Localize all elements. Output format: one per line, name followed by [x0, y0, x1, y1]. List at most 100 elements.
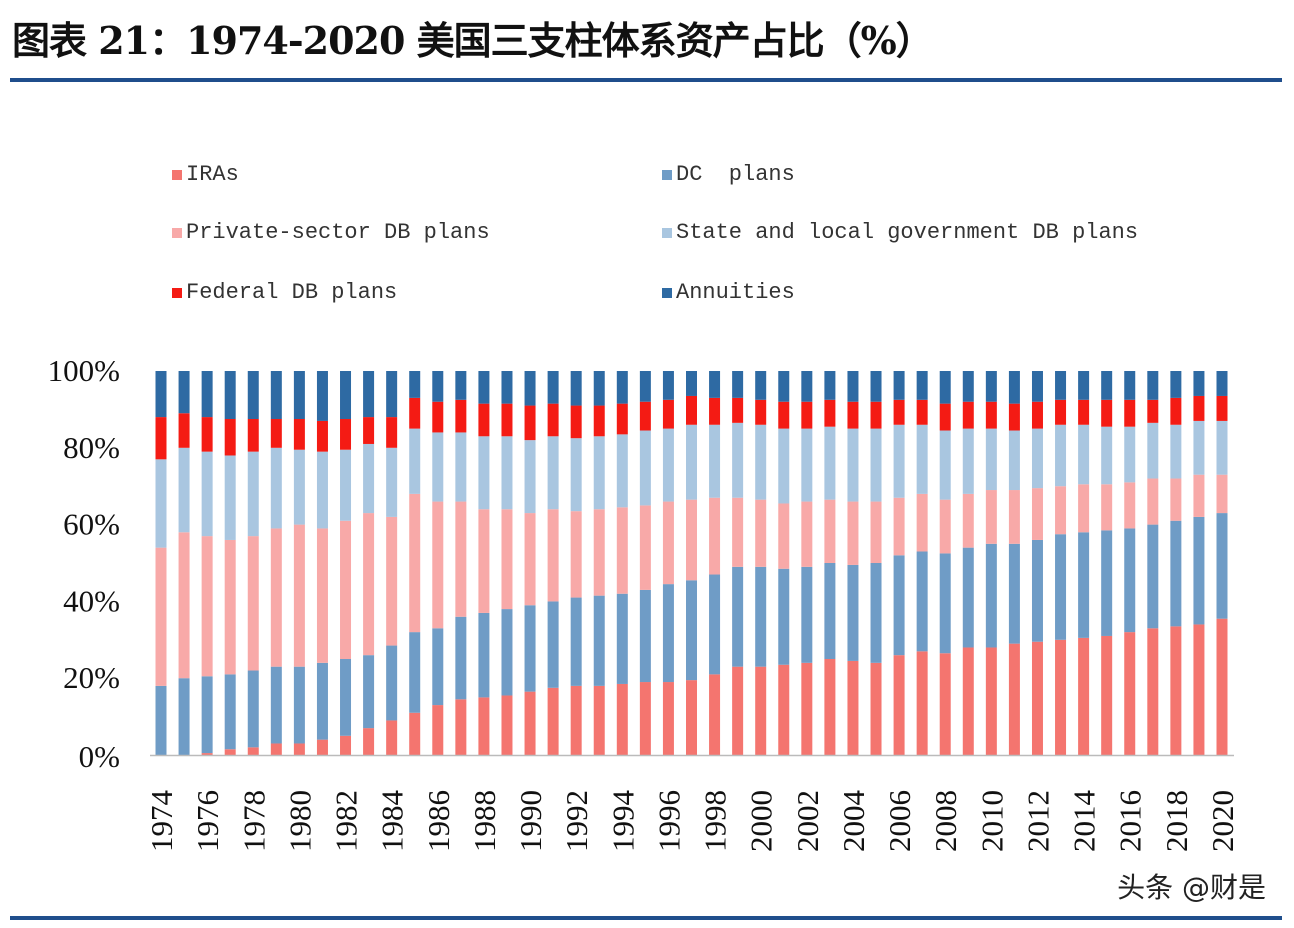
x-tick-label: 2014: [1067, 790, 1102, 853]
bar-segment-2020-s3: [1216, 420, 1228, 475]
legend-swatch: [662, 169, 672, 180]
bar-segment-2018-s0: [1170, 626, 1182, 755]
bar-segment-2013-s2: [1055, 486, 1067, 535]
bar-segment-2008-s2: [939, 499, 951, 554]
bar-segment-1994-s1: [616, 593, 628, 684]
bar-segment-1987-s5: [455, 371, 467, 400]
bar-segment-1979-s5: [270, 371, 282, 419]
bar-segment-2016-s4: [1124, 399, 1136, 427]
bar-segment-1987-s4: [455, 399, 467, 433]
bar-segment-2000-s4: [755, 399, 767, 425]
bar-segment-2017-s3: [1147, 422, 1159, 479]
bar-segment-1994-s2: [616, 507, 628, 594]
bar-segment-2015-s3: [1101, 426, 1113, 485]
bar-segment-2018-s5: [1170, 371, 1182, 398]
bar-segment-1997-s0: [686, 680, 697, 755]
bar-segment-1975-s1: [178, 678, 190, 755]
bar-segment-1990-s2: [524, 513, 536, 606]
bar-segment-1974-s3: [155, 459, 167, 548]
x-tick-label: 2016: [1113, 790, 1148, 852]
bar-segment-2003-s4: [824, 399, 836, 427]
bar-segment-1979-s3: [270, 447, 282, 529]
bar-segment-1995-s1: [639, 589, 651, 683]
bar-segment-1982-s2: [340, 520, 352, 659]
bar-segment-1986-s2: [432, 501, 444, 629]
bar-segment-2019-s2: [1193, 474, 1205, 517]
bar-segment-1992-s2: [570, 511, 582, 598]
bar-segment-2001-s2: [778, 503, 790, 569]
x-tick-label: 2012: [1020, 790, 1055, 852]
bar-segment-2014-s4: [1078, 399, 1090, 425]
bar-segment-1996-s5: [662, 371, 674, 400]
bar-segment-1984-s1: [386, 645, 398, 721]
bar-segment-1990-s0: [524, 691, 536, 755]
bar-segment-2007-s5: [916, 371, 928, 400]
bar-segment-2012-s2: [1031, 488, 1043, 540]
x-tick-label: 1990: [513, 790, 548, 852]
bar-segment-1981-s2: [316, 528, 328, 663]
bar-segment-1989-s2: [501, 509, 513, 610]
bar-segment-2008-s5: [939, 371, 951, 404]
bar-segment-2014-s1: [1078, 532, 1090, 638]
bar-segment-1990-s4: [524, 405, 536, 441]
bar-segment-1974-s2: [155, 547, 167, 686]
bar-segment-1982-s5: [340, 371, 352, 419]
bar-segment-2010-s3: [985, 428, 997, 491]
bar-segment-1993-s3: [593, 436, 605, 510]
x-tick-label: 1996: [651, 790, 686, 852]
bar-segment-1980-s4: [293, 419, 305, 450]
bar-segment-2018-s1: [1170, 520, 1182, 627]
watermark: 头条 @财是: [1117, 871, 1266, 904]
bar-segment-2007-s0: [916, 651, 928, 755]
legend-label: Federal DB plans: [186, 280, 398, 305]
bar-segment-2007-s2: [916, 493, 928, 552]
bar-segment-1978-s0: [247, 747, 259, 755]
y-tick-label: 0%: [79, 739, 120, 774]
bar-segment-1989-s1: [501, 609, 513, 696]
bar-segment-1995-s5: [639, 371, 651, 402]
legend-label: State and local government DB plans: [676, 220, 1139, 245]
x-tick-label: 1980: [282, 790, 317, 852]
bar-segment-1989-s5: [501, 371, 513, 404]
bar-segment-2019-s3: [1193, 420, 1205, 475]
legend-item-dc: DC plans: [662, 162, 795, 187]
bar-segment-1987-s2: [455, 501, 467, 617]
bar-segment-2019-s5: [1193, 371, 1205, 396]
bar-segment-2009-s1: [962, 547, 974, 648]
bar-segment-2002-s5: [801, 371, 813, 402]
bar-segment-2007-s4: [916, 399, 928, 425]
bar-segment-2012-s4: [1031, 401, 1043, 429]
bar-segment-2009-s4: [962, 401, 974, 429]
bar-segment-1978-s3: [247, 451, 259, 537]
bar-segment-2014-s3: [1078, 424, 1090, 485]
bar-segment-1994-s5: [616, 371, 628, 404]
bar-segment-2020-s5: [1216, 371, 1228, 396]
bar-segment-1983-s4: [363, 417, 375, 444]
bar-segment-1990-s3: [524, 440, 536, 514]
bar-segment-2017-s2: [1147, 478, 1159, 525]
bar-segment-2006-s3: [893, 424, 905, 498]
bar-segment-2019-s0: [1193, 624, 1205, 755]
y-tick-label: 80%: [63, 430, 120, 465]
bar-segment-2007-s3: [916, 424, 928, 494]
bar-segment-1979-s2: [270, 528, 282, 667]
bar-segment-2016-s3: [1124, 426, 1136, 483]
bar-segment-2002-s4: [801, 401, 813, 429]
bar-segment-2016-s2: [1124, 482, 1136, 529]
bar-segment-2003-s3: [824, 426, 836, 500]
x-tick-label: 1982: [329, 790, 364, 852]
bar-segment-1976-s1: [201, 676, 213, 754]
bar-segment-2013-s0: [1055, 639, 1067, 755]
bar-segment-2020-s4: [1216, 395, 1228, 421]
bar-segment-2002-s2: [801, 501, 813, 567]
bar-segment-1997-s1: [686, 580, 697, 681]
bar-segment-1993-s0: [593, 685, 605, 755]
legend-swatch: [662, 227, 672, 238]
bar-segment-1974-s4: [155, 417, 167, 460]
bar-segment-1988-s3: [478, 436, 490, 510]
bar-segment-2015-s2: [1101, 484, 1113, 531]
bar-segment-2000-s2: [755, 499, 767, 567]
bar-segment-2005-s2: [870, 501, 882, 563]
x-tick-label: 2000: [744, 790, 779, 852]
